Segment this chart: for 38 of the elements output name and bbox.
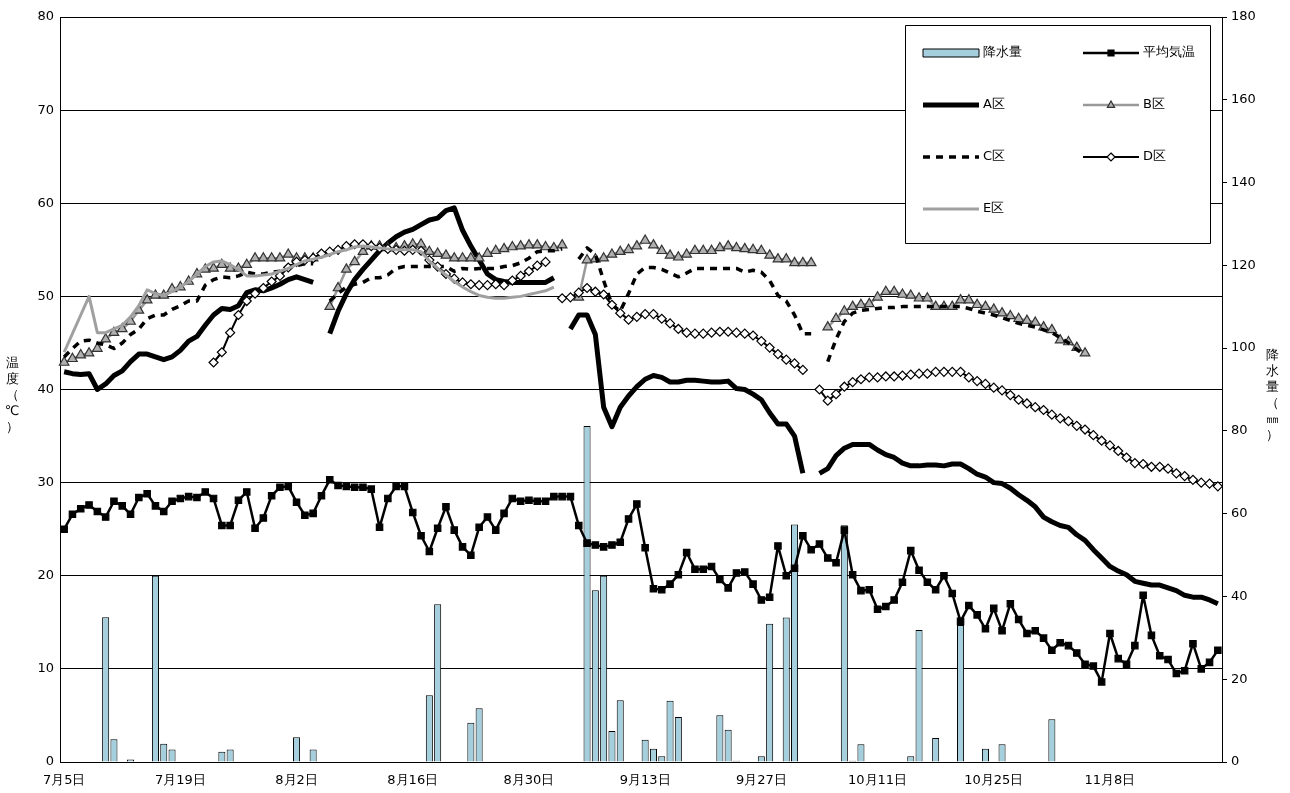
y-tick-label: 40 [37, 380, 54, 396]
y2-tick-label: 80 [1231, 422, 1248, 438]
y2-tick-label: 100 [1231, 339, 1256, 355]
x-tick-label: 10月11日 [848, 772, 908, 788]
y-axis-title: 温度（℃） [4, 355, 20, 435]
y2-tick-label: 120 [1231, 256, 1256, 272]
x-tick-label: 7月19日 [154, 772, 206, 788]
y-tick-label: 30 [37, 474, 54, 489]
x-tick-label: 10月25日 [964, 772, 1024, 788]
legend-label: A区 [983, 96, 1005, 112]
x-tick-label: 9月13日 [619, 772, 671, 788]
legend-label: E区 [983, 200, 1005, 216]
y-tick-label: 80 [37, 8, 54, 24]
legend-label: B区 [1143, 96, 1165, 112]
y2-tick-label: 140 [1231, 173, 1256, 189]
x-tick-label: 8月30日 [503, 772, 555, 788]
y2-tick-label: 0 [1231, 753, 1240, 769]
y2-tick-label: 40 [1231, 587, 1248, 603]
legend-label: C区 [983, 148, 1006, 164]
y-tick-label: 0 [45, 753, 54, 769]
legend-label: 降水量 [983, 44, 1022, 60]
y-tick-label: 60 [37, 194, 54, 210]
x-tick-label: 8月16日 [387, 772, 439, 788]
y2-tick-label: 20 [1231, 670, 1248, 686]
y2-axis-title: 降水量（㎜） [1264, 347, 1280, 443]
legend-label: 平均気温 [1143, 44, 1195, 60]
y2-tick-label: 180 [1231, 8, 1256, 24]
legend-label: D区 [1143, 148, 1167, 164]
x-tick-label: 7月5日 [42, 772, 86, 788]
x-tick-label: 9月27日 [735, 772, 787, 788]
y-tick-label: 70 [37, 101, 54, 117]
y2-tick-label: 160 [1231, 91, 1256, 107]
x-tick-label: 11月8日 [1084, 772, 1136, 788]
x-tick-label: 8月2日 [275, 772, 318, 788]
y2-tick-label: 60 [1231, 505, 1248, 521]
y-tick-label: 10 [37, 660, 54, 676]
y-tick-label: 20 [37, 567, 54, 583]
y-tick-label: 50 [37, 287, 54, 303]
